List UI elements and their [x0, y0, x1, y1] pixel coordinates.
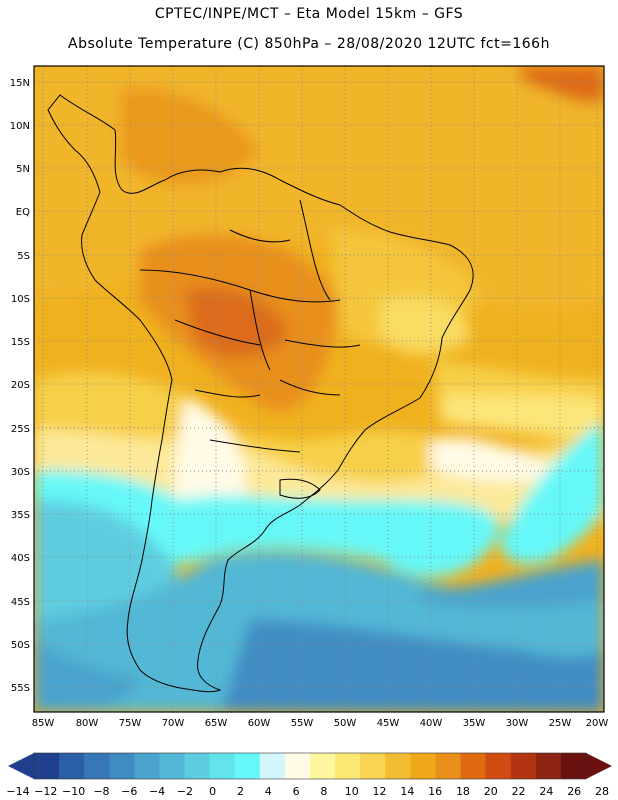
colorbar-low-arrow — [8, 753, 34, 779]
colorbar-swatch — [59, 753, 85, 779]
colorbar-label: 14 — [400, 785, 414, 798]
colorbar-swatch — [510, 753, 537, 779]
colorbar-label: 24 — [539, 785, 553, 798]
lon-label: 25W — [549, 718, 572, 729]
colorbar-frame — [33, 752, 587, 780]
latitude-axis: 15N 10N 5N EQ 5S 10S 15S 20S 25S 30S 35S… — [10, 78, 30, 694]
lat-label: 55S — [11, 683, 30, 694]
lat-label: 15S — [11, 337, 30, 348]
colorbar-high-arrow — [586, 753, 612, 779]
colorbar-swatch — [360, 753, 386, 779]
colorbar-swatch — [184, 753, 211, 779]
colorbar-swatch — [109, 753, 135, 779]
colorbar-label: 20 — [484, 785, 498, 798]
colorbar-swatch — [460, 753, 487, 779]
lat-label: 15N — [10, 78, 30, 89]
colorbar-label: −6 — [121, 785, 137, 798]
colorbar-label: 6 — [293, 785, 300, 798]
colorbar-swatch — [485, 753, 512, 779]
colorbar: −14 −12 −10 −8 −6 −4 −2 0 2 4 6 8 10 12 14 16 18 20 22 24 26… — [6, 752, 612, 798]
lon-label: 75W — [119, 718, 142, 729]
colorbar-label: 4 — [265, 785, 272, 798]
lat-label: 5N — [16, 164, 30, 175]
colorbar-swatch — [34, 753, 60, 779]
colorbar-swatch — [410, 753, 437, 779]
graticule — [34, 66, 604, 712]
lon-label: 55W — [291, 718, 314, 729]
lat-label: EQ — [16, 207, 30, 218]
colorbar-swatch — [535, 753, 562, 779]
colorbar-swatch — [159, 753, 186, 779]
lon-label: 65W — [205, 718, 228, 729]
title-line-2: Absolute Temperature (C) 850hPa – 28/08/… — [68, 36, 550, 52]
colorbar-label: 28 — [595, 785, 609, 798]
colorbar-swatch — [84, 753, 110, 779]
colorbar-label: 0 — [209, 785, 216, 798]
temperature-field — [34, 66, 604, 712]
lon-label: 70W — [162, 718, 185, 729]
colorbar-swatch — [435, 753, 462, 779]
lat-label: 20S — [11, 380, 30, 391]
lon-label: 60W — [248, 718, 271, 729]
colorbar-label: 22 — [512, 785, 526, 798]
colorbar-swatch — [209, 753, 236, 779]
title-line-1: CPTEC/INPE/MCT – Eta Model 15km – GFS — [154, 6, 464, 22]
colorbar-swatch — [310, 753, 336, 779]
colorbar-label: 26 — [567, 785, 581, 798]
colorbar-label: −4 — [149, 785, 165, 798]
colorbar-swatch — [560, 753, 587, 779]
colorbar-label: −8 — [93, 785, 109, 798]
colorbar-swatch — [335, 753, 361, 779]
lat-label: 35S — [11, 510, 30, 521]
colorbar-label: 12 — [373, 785, 387, 798]
colorbar-label: 16 — [428, 785, 442, 798]
colorbar-label: 18 — [456, 785, 470, 798]
colorbar-swatch — [259, 753, 286, 779]
lat-label: 30S — [11, 467, 30, 478]
lon-label: 85W — [32, 718, 55, 729]
lat-label: 10S — [11, 294, 30, 305]
colorbar-swatch — [284, 753, 311, 779]
colorbar-swatch — [134, 753, 161, 779]
coastlines — [47, 94, 474, 693]
colorbar-label: −12 — [34, 785, 57, 798]
colorbar-swatch — [385, 753, 411, 779]
colorbar-label: 2 — [237, 785, 244, 798]
longitude-axis: 85W 80W 75W 70W 65W 60W 55W 50W 45W 40W … — [32, 718, 609, 729]
colorbar-label: −14 — [6, 785, 29, 798]
lat-label: 40S — [11, 553, 30, 564]
lat-label: 25S — [11, 424, 30, 435]
lat-label: 50S — [11, 640, 30, 651]
map-frame — [33, 65, 605, 713]
lon-label: 50W — [334, 718, 357, 729]
lat-label: 10N — [10, 121, 30, 132]
colorbar-label: 10 — [345, 785, 359, 798]
lon-label: 20W — [586, 718, 609, 729]
lon-label: 45W — [377, 718, 400, 729]
colorbar-label: 8 — [320, 785, 327, 798]
lon-label: 80W — [76, 718, 99, 729]
lon-label: 40W — [420, 718, 443, 729]
colorbar-label: −2 — [177, 785, 193, 798]
lat-label: 45S — [11, 597, 30, 608]
lon-label: 30W — [506, 718, 529, 729]
colorbar-swatch — [234, 753, 261, 779]
lat-label: 5S — [17, 251, 30, 262]
lon-label: 35W — [463, 718, 486, 729]
colorbar-label: −10 — [62, 785, 85, 798]
